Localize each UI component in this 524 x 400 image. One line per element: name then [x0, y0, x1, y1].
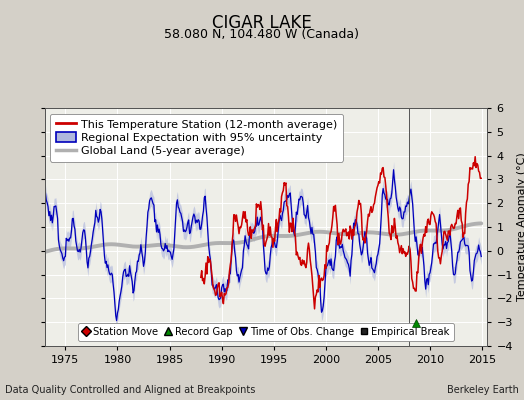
Y-axis label: Temperature Anomaly (°C): Temperature Anomaly (°C): [517, 153, 524, 301]
Text: 58.080 N, 104.480 W (Canada): 58.080 N, 104.480 W (Canada): [165, 28, 359, 41]
Text: Data Quality Controlled and Aligned at Breakpoints: Data Quality Controlled and Aligned at B…: [5, 385, 256, 395]
Legend: Station Move, Record Gap, Time of Obs. Change, Empirical Break: Station Move, Record Gap, Time of Obs. C…: [78, 323, 454, 341]
Text: Berkeley Earth: Berkeley Earth: [447, 385, 519, 395]
Text: CIGAR LAKE: CIGAR LAKE: [212, 14, 312, 32]
